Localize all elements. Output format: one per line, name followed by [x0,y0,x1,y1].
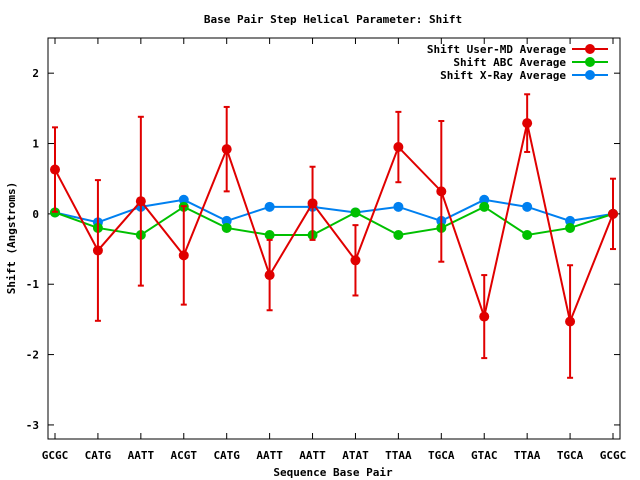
data-point [479,194,490,205]
y-tick-label: 1 [32,138,39,151]
x-tick-label: TTAA [514,449,541,462]
x-tick-label: GTAC [471,449,498,462]
x-tick-label: AATT [128,449,155,462]
data-point [264,201,275,212]
x-tick-label: CATG [213,449,240,462]
data-point [479,311,490,322]
x-axis-label: Sequence Base Pair [273,466,393,479]
data-point [436,186,447,197]
plot-frame [47,37,621,440]
data-point [264,270,275,281]
data-point [178,194,189,205]
legend-marker [585,44,595,54]
x-tick-label: ATAT [342,449,369,462]
data-point [50,164,60,175]
x-tick-label: GCGC [600,449,627,462]
x-axis: GCGC CATG AATT ACGT CATG AATT AATT ATAT TTAA TGCA… [42,38,627,462]
series-layer [50,93,618,379]
data-point [350,255,361,266]
data-point [522,118,533,129]
series-line [54,198,614,224]
legend-label: Shift ABC Average [453,56,566,69]
chart-title: Base Pair Step Helical Parameter: Shift [204,13,462,26]
data-point [221,144,232,155]
data-point [221,215,232,226]
data-point [522,201,533,212]
data-point [393,229,404,240]
data-point [264,229,275,240]
series-line [54,122,614,325]
data-point [479,201,490,212]
y-tick-label: -3 [26,419,39,432]
x-tick-label: AATT [299,449,326,462]
data-point [135,196,146,207]
series-line [54,205,614,237]
legend-marker [585,70,595,80]
x-tick-label: CATG [85,449,112,462]
x-tick-label: TTAA [385,449,412,462]
data-point [565,316,576,327]
data-point [565,215,576,226]
y-tick-label: 2 [32,67,39,80]
x-tick-label: TGCA [428,449,455,462]
legend-label: Shift User-MD Average [427,43,566,56]
x-tick-label: TGCA [557,449,584,462]
data-point [393,201,404,212]
data-point [307,198,318,209]
x-tick-label: ACGT [171,449,198,462]
legend-label: Shift X-Ray Average [440,69,566,82]
y-tick-label: 0 [32,208,39,221]
y-tick-label: -2 [26,349,39,362]
series-3 [50,194,618,228]
y-axis-label: Shift (Angstroms) [5,182,18,295]
data-point [92,245,103,256]
data-point [178,250,189,261]
y-tick-label: -1 [26,278,40,291]
legend-marker [585,57,595,67]
data-point [608,208,618,219]
data-point [221,222,232,233]
data-point [522,229,533,240]
data-point [565,222,576,233]
data-point [350,207,361,218]
series-1 [50,93,618,379]
x-tick-label: AATT [256,449,283,462]
x-tick-label: GCGC [42,449,69,462]
data-point [393,142,404,153]
